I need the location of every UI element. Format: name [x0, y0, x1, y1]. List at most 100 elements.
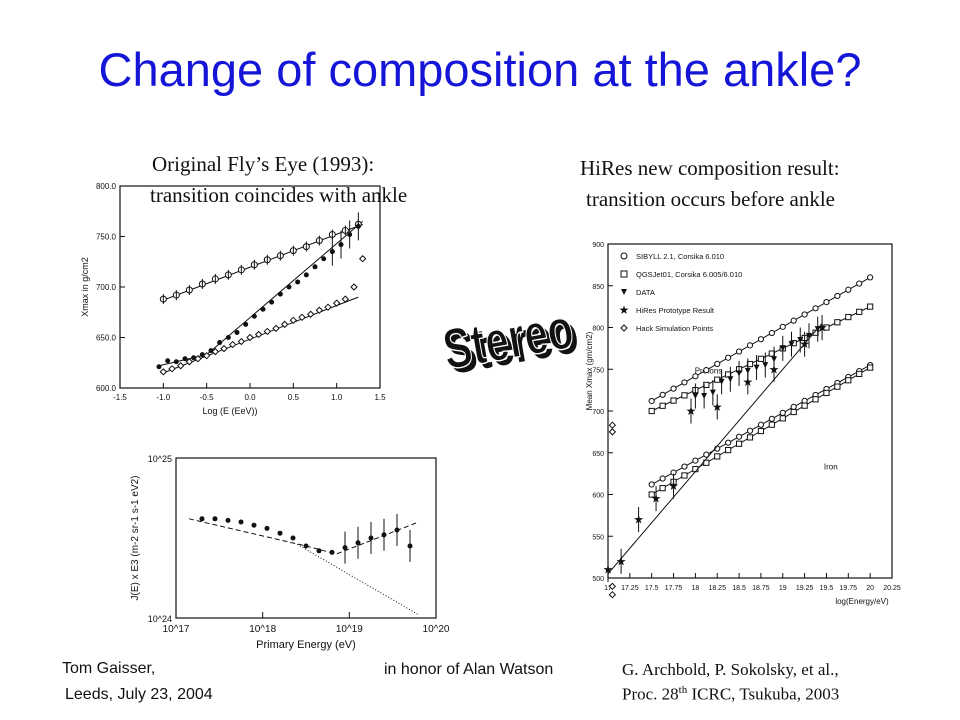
data-point — [692, 373, 699, 380]
x-axis-label: Log (E (EeV)) — [202, 406, 257, 416]
data-point — [801, 402, 808, 409]
y-axis-label: Mean Xmax (gm/cm2) — [585, 331, 594, 410]
data-point — [790, 408, 797, 416]
data-point — [735, 348, 743, 355]
data-point — [757, 427, 765, 435]
data-point — [823, 299, 830, 306]
x-tick-label: 1.0 — [331, 393, 343, 402]
data-point — [788, 341, 795, 348]
data-point — [316, 548, 322, 554]
data-point: ★ — [651, 492, 662, 506]
data-point — [736, 370, 743, 377]
data-point — [202, 351, 211, 360]
data-point — [845, 286, 852, 293]
data-point — [659, 402, 666, 409]
data-point — [856, 370, 863, 378]
data-point — [324, 303, 332, 311]
data-point — [368, 535, 374, 541]
data-point — [280, 320, 289, 329]
data-point — [290, 535, 296, 541]
data-point — [746, 342, 754, 349]
legend-entry: DATA — [636, 288, 655, 297]
y-tick-label: 750 — [592, 367, 604, 374]
x-tick-label: 18 — [691, 585, 699, 592]
y-tick-label: 600.0 — [96, 384, 117, 393]
data-point — [347, 231, 353, 237]
x-tick-label: 17 — [604, 585, 612, 592]
data-point — [814, 326, 821, 333]
x-tick-label: 17.25 — [621, 585, 639, 592]
data-point — [727, 376, 734, 383]
y-tick-label: 10^25 — [148, 454, 172, 464]
data-point: ★ — [633, 513, 644, 527]
footer-place: Leeds, July 23, 2004 — [65, 686, 213, 703]
x-tick-label: 18.5 — [732, 585, 746, 592]
data-point: ★ — [603, 563, 614, 577]
data-point — [176, 362, 185, 370]
data-point — [805, 332, 812, 339]
data-point — [681, 392, 688, 399]
y-tick-label: 10^24 — [148, 614, 172, 624]
y-tick-label: 800 — [592, 326, 604, 333]
x-tick-label: 19.5 — [820, 585, 834, 592]
data-point — [692, 392, 699, 399]
y-tick-label: 750.0 — [96, 233, 117, 242]
data-point: ★ — [619, 303, 630, 317]
data-point — [867, 303, 874, 310]
slide-title: Change of composition at the ankle? — [98, 43, 862, 96]
x-tick-label: 18.75 — [752, 585, 770, 592]
footer-center: in honor of Alan Watson — [384, 661, 554, 678]
data-point — [358, 255, 367, 263]
data-point — [620, 270, 628, 278]
data-point: ★ — [742, 375, 753, 389]
data-point — [295, 279, 301, 285]
data-point — [251, 522, 257, 528]
legend-entry: HiRes Prototype Result — [636, 306, 715, 315]
data-point — [867, 274, 874, 281]
x-axis-label: Primary Energy (eV) — [256, 639, 356, 651]
data-point — [725, 354, 732, 361]
hires-caption-line2: transition occurs before ankle — [586, 187, 835, 211]
data-point — [303, 543, 309, 549]
data-point — [703, 451, 710, 458]
data-point — [797, 337, 804, 344]
data-point — [173, 359, 179, 365]
data-point — [768, 421, 775, 428]
data-point: ★ — [712, 400, 723, 414]
legend-entry: QGSJet01, Corsika 6.005/6.010 — [636, 270, 742, 279]
data-point — [757, 421, 765, 428]
data-point — [338, 242, 344, 248]
x-tick-label: 1.5 — [374, 393, 386, 402]
y-tick-label: 500 — [592, 576, 604, 583]
x-tick-label: 20.25 — [883, 585, 901, 592]
data-point — [306, 310, 315, 318]
data-point — [355, 223, 361, 229]
data-point: ★ — [686, 404, 697, 418]
data-point — [394, 527, 400, 533]
x-tick-label: 10^20 — [423, 624, 450, 635]
data-point — [703, 459, 710, 466]
data-point — [725, 439, 732, 446]
flys-eye-xmax-chart: -1.5 -1.0 -0.5 0.0 0.5 1.0 1.5 600.0 650.0 700.0 7… — [80, 182, 386, 416]
data-point — [648, 491, 655, 498]
data-point — [217, 340, 223, 346]
data-point — [608, 428, 617, 436]
data-point — [867, 364, 874, 371]
data-point — [234, 329, 240, 335]
data-point — [315, 306, 324, 314]
data-point — [746, 427, 754, 434]
hires-caption-line1: HiRes new composition result: — [580, 156, 840, 180]
reference-conf: ICRC, Tsukuba, 2003 — [687, 684, 840, 704]
fit-line-dashed — [188, 518, 419, 555]
stereo-wordart: Stereo Stereo — [438, 296, 583, 387]
data-point — [746, 434, 754, 441]
data-point — [648, 407, 655, 415]
x-axis-label: log(Energy/eV) — [835, 597, 889, 606]
data-point — [608, 590, 617, 599]
data-point — [714, 376, 721, 383]
x-tick-label: -1.0 — [156, 393, 170, 402]
data-point — [620, 324, 628, 332]
x-tick-label: 20 — [866, 585, 874, 592]
data-point — [801, 311, 808, 318]
data-point — [342, 545, 348, 551]
